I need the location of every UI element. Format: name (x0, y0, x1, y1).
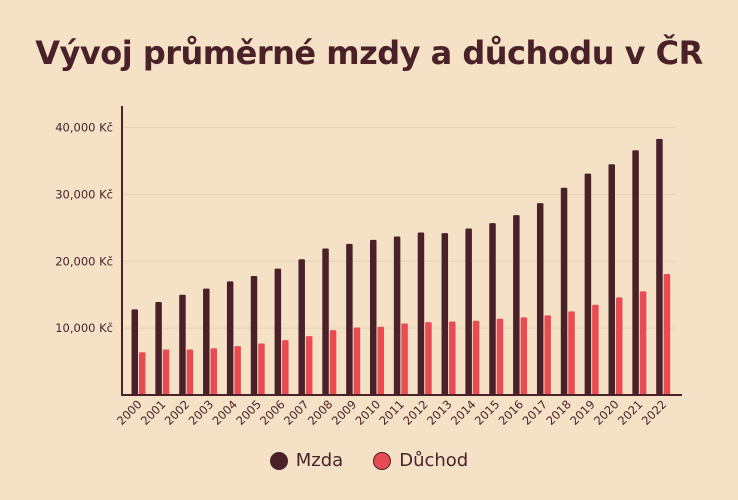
legend-item-duchod: Důchod (373, 450, 468, 471)
bar-mzda-2006 (274, 268, 282, 395)
x-tick-label-2018: 2018 (543, 397, 574, 428)
legend-swatch-duchod (373, 451, 392, 470)
x-tick-label-2000: 2000 (114, 397, 145, 428)
bar-duchod-2010 (377, 326, 384, 395)
bar-mzda-2012 (417, 232, 425, 395)
bar-mzda-2003 (203, 288, 210, 395)
x-tick-label-2007: 2007 (281, 397, 312, 428)
x-tick-label-2010: 2010 (353, 397, 384, 428)
bar-mzda-2022 (656, 138, 663, 395)
legend-swatch-mzda (269, 451, 288, 470)
bar-mzda-2005 (250, 275, 258, 395)
bar-mzda-2004 (226, 281, 234, 395)
legend-label-mzda: Mzda (295, 450, 344, 471)
bar-mzda-2015 (489, 223, 496, 395)
bar-duchod-2005 (258, 343, 265, 395)
bar-duchod-2011 (401, 323, 408, 395)
bar-duchod-2003 (210, 348, 218, 395)
x-tick-label-2004: 2004 (209, 397, 240, 428)
bar-mzda-2021 (632, 150, 639, 395)
bar-mzda-2011 (393, 236, 401, 395)
x-tick-label-2001: 2001 (138, 397, 169, 428)
bar-duchod-2007 (305, 336, 313, 395)
bar-duchod-2008 (329, 330, 337, 395)
bar-mzda-2009 (346, 243, 353, 395)
x-tick-label-2013: 2013 (424, 397, 455, 428)
bar-duchod-2015 (496, 318, 504, 395)
bar-duchod-2014 (472, 320, 480, 395)
bar-mzda-2018 (560, 187, 568, 395)
bar-mzda-2016 (513, 215, 520, 395)
x-tick-label-2017: 2017 (519, 397, 550, 428)
x-tick-label-2005: 2005 (233, 397, 264, 428)
bar-mzda-2019 (584, 173, 592, 395)
y-tick-label-10000: 10,000 Kč (55, 321, 113, 335)
bar-duchod-2002 (186, 349, 194, 395)
legend: Mzda Důchod (0, 450, 738, 471)
bar-duchod-2021 (639, 291, 647, 395)
bar-mzda-2000 (131, 309, 138, 395)
bar-duchod-2018 (568, 311, 575, 395)
bar-mzda-2017 (536, 203, 544, 395)
x-tick-label-2006: 2006 (257, 397, 288, 428)
bar-mzda-2008 (322, 248, 329, 395)
bar-duchod-2004 (234, 346, 241, 395)
bar-duchod-2013 (449, 321, 456, 395)
x-tick-label-2011: 2011 (376, 397, 407, 428)
x-tick-label-2002: 2002 (162, 397, 193, 428)
x-tick-label-2019: 2019 (567, 397, 598, 428)
y-tick-label-20000: 20,000 Kč (55, 254, 113, 268)
bar-duchod-2016 (520, 317, 528, 395)
bar-duchod-2012 (425, 322, 432, 395)
bar-duchod-2022 (663, 273, 671, 395)
x-tick-label-2003: 2003 (186, 397, 217, 428)
legend-label-duchod: Důchod (399, 450, 469, 471)
legend-item-mzda: Mzda (269, 450, 344, 471)
bar-mzda-2020 (608, 164, 615, 395)
x-tick-label-2009: 2009 (329, 397, 360, 428)
x-tick-label-2008: 2008 (305, 397, 336, 428)
bar-mzda-2014 (465, 228, 472, 395)
bar-mzda-2010 (370, 239, 377, 395)
x-tick-label-2022: 2022 (639, 397, 670, 428)
bar-duchod-2020 (616, 297, 623, 395)
x-tick-label-2014: 2014 (448, 397, 479, 428)
bar-duchod-2019 (592, 304, 599, 395)
chart-title: Vývoj průměrné mzdy a důchodu v ČR (35, 34, 703, 72)
x-tick-label-2012: 2012 (400, 397, 431, 428)
y-tick-label-40000: 40,000 Kč (55, 121, 113, 135)
bar-duchod-2006 (282, 340, 289, 395)
bar-duchod-2009 (353, 327, 361, 395)
bar-mzda-2013 (441, 233, 449, 395)
bar-duchod-2017 (544, 315, 551, 395)
bar-mzda-2002 (179, 294, 186, 395)
x-tick-label-2016: 2016 (496, 397, 527, 428)
bar-mzda-2007 (298, 259, 305, 395)
x-tick-label-2020: 2020 (591, 397, 622, 428)
bar-mzda-2001 (155, 302, 162, 395)
bar-duchod-2000 (139, 352, 146, 395)
bar-duchod-2001 (162, 349, 170, 395)
x-tick-label-2015: 2015 (472, 397, 503, 428)
y-tick-label-30000: 30,000 Kč (55, 187, 113, 201)
x-tick-label-2021: 2021 (615, 397, 646, 428)
